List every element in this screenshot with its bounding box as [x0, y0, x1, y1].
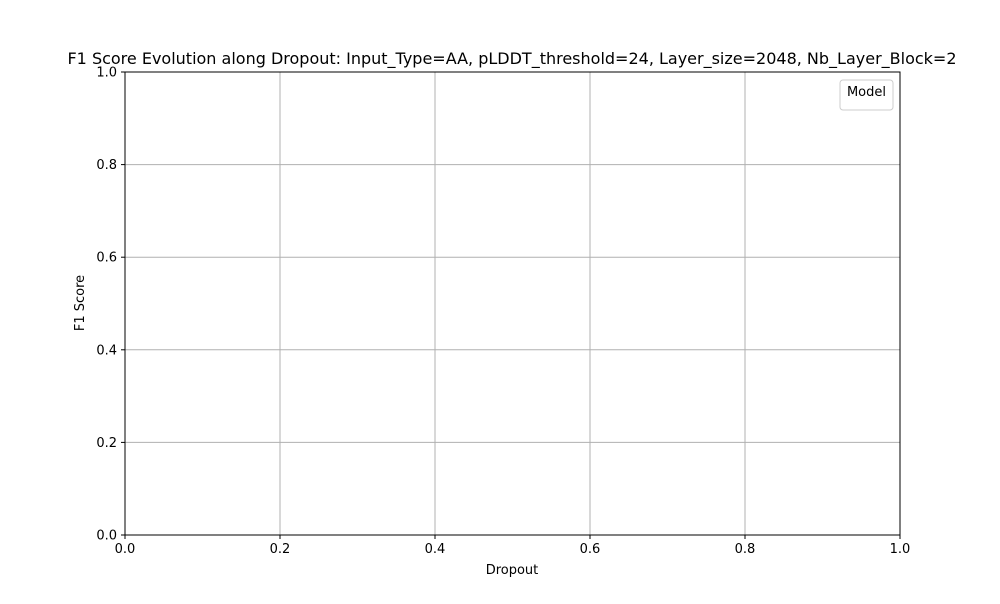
- x-tick-label: 0.2: [270, 542, 291, 557]
- x-tick-label: 0.0: [115, 542, 136, 557]
- y-tick-label: 0.8: [96, 158, 117, 173]
- x-axis-ticks: 0.0 0.2 0.4 0.6 0.8 1.0: [115, 535, 911, 557]
- x-tick-label: 0.4: [425, 542, 446, 557]
- plot-area-frame: [124, 71, 901, 536]
- y-tick-label: 0.4: [96, 343, 117, 358]
- x-tick-label: 0.6: [580, 542, 601, 557]
- legend-box: [839, 79, 894, 111]
- y-axis-label: F1 Score: [73, 275, 88, 331]
- x-tick-label: 1.0: [890, 542, 911, 557]
- chart-title: F1 Score Evolution along Dropout: Input_…: [67, 49, 956, 69]
- y-tick-label: 0.6: [96, 251, 117, 266]
- y-tick-label: 0.0: [96, 529, 117, 544]
- legend-title: Model: [847, 85, 886, 100]
- x-tick-label: 0.8: [735, 542, 756, 557]
- y-tick-label: 0.2: [96, 436, 117, 451]
- y-tick-label: 1.0: [96, 66, 117, 81]
- legend: Model: [839, 79, 894, 111]
- grid-lines: [124, 71, 901, 536]
- x-axis-label: Dropout: [486, 563, 539, 578]
- y-axis-ticks: 0.0 0.2 0.4 0.6 0.8 1.0: [96, 66, 125, 544]
